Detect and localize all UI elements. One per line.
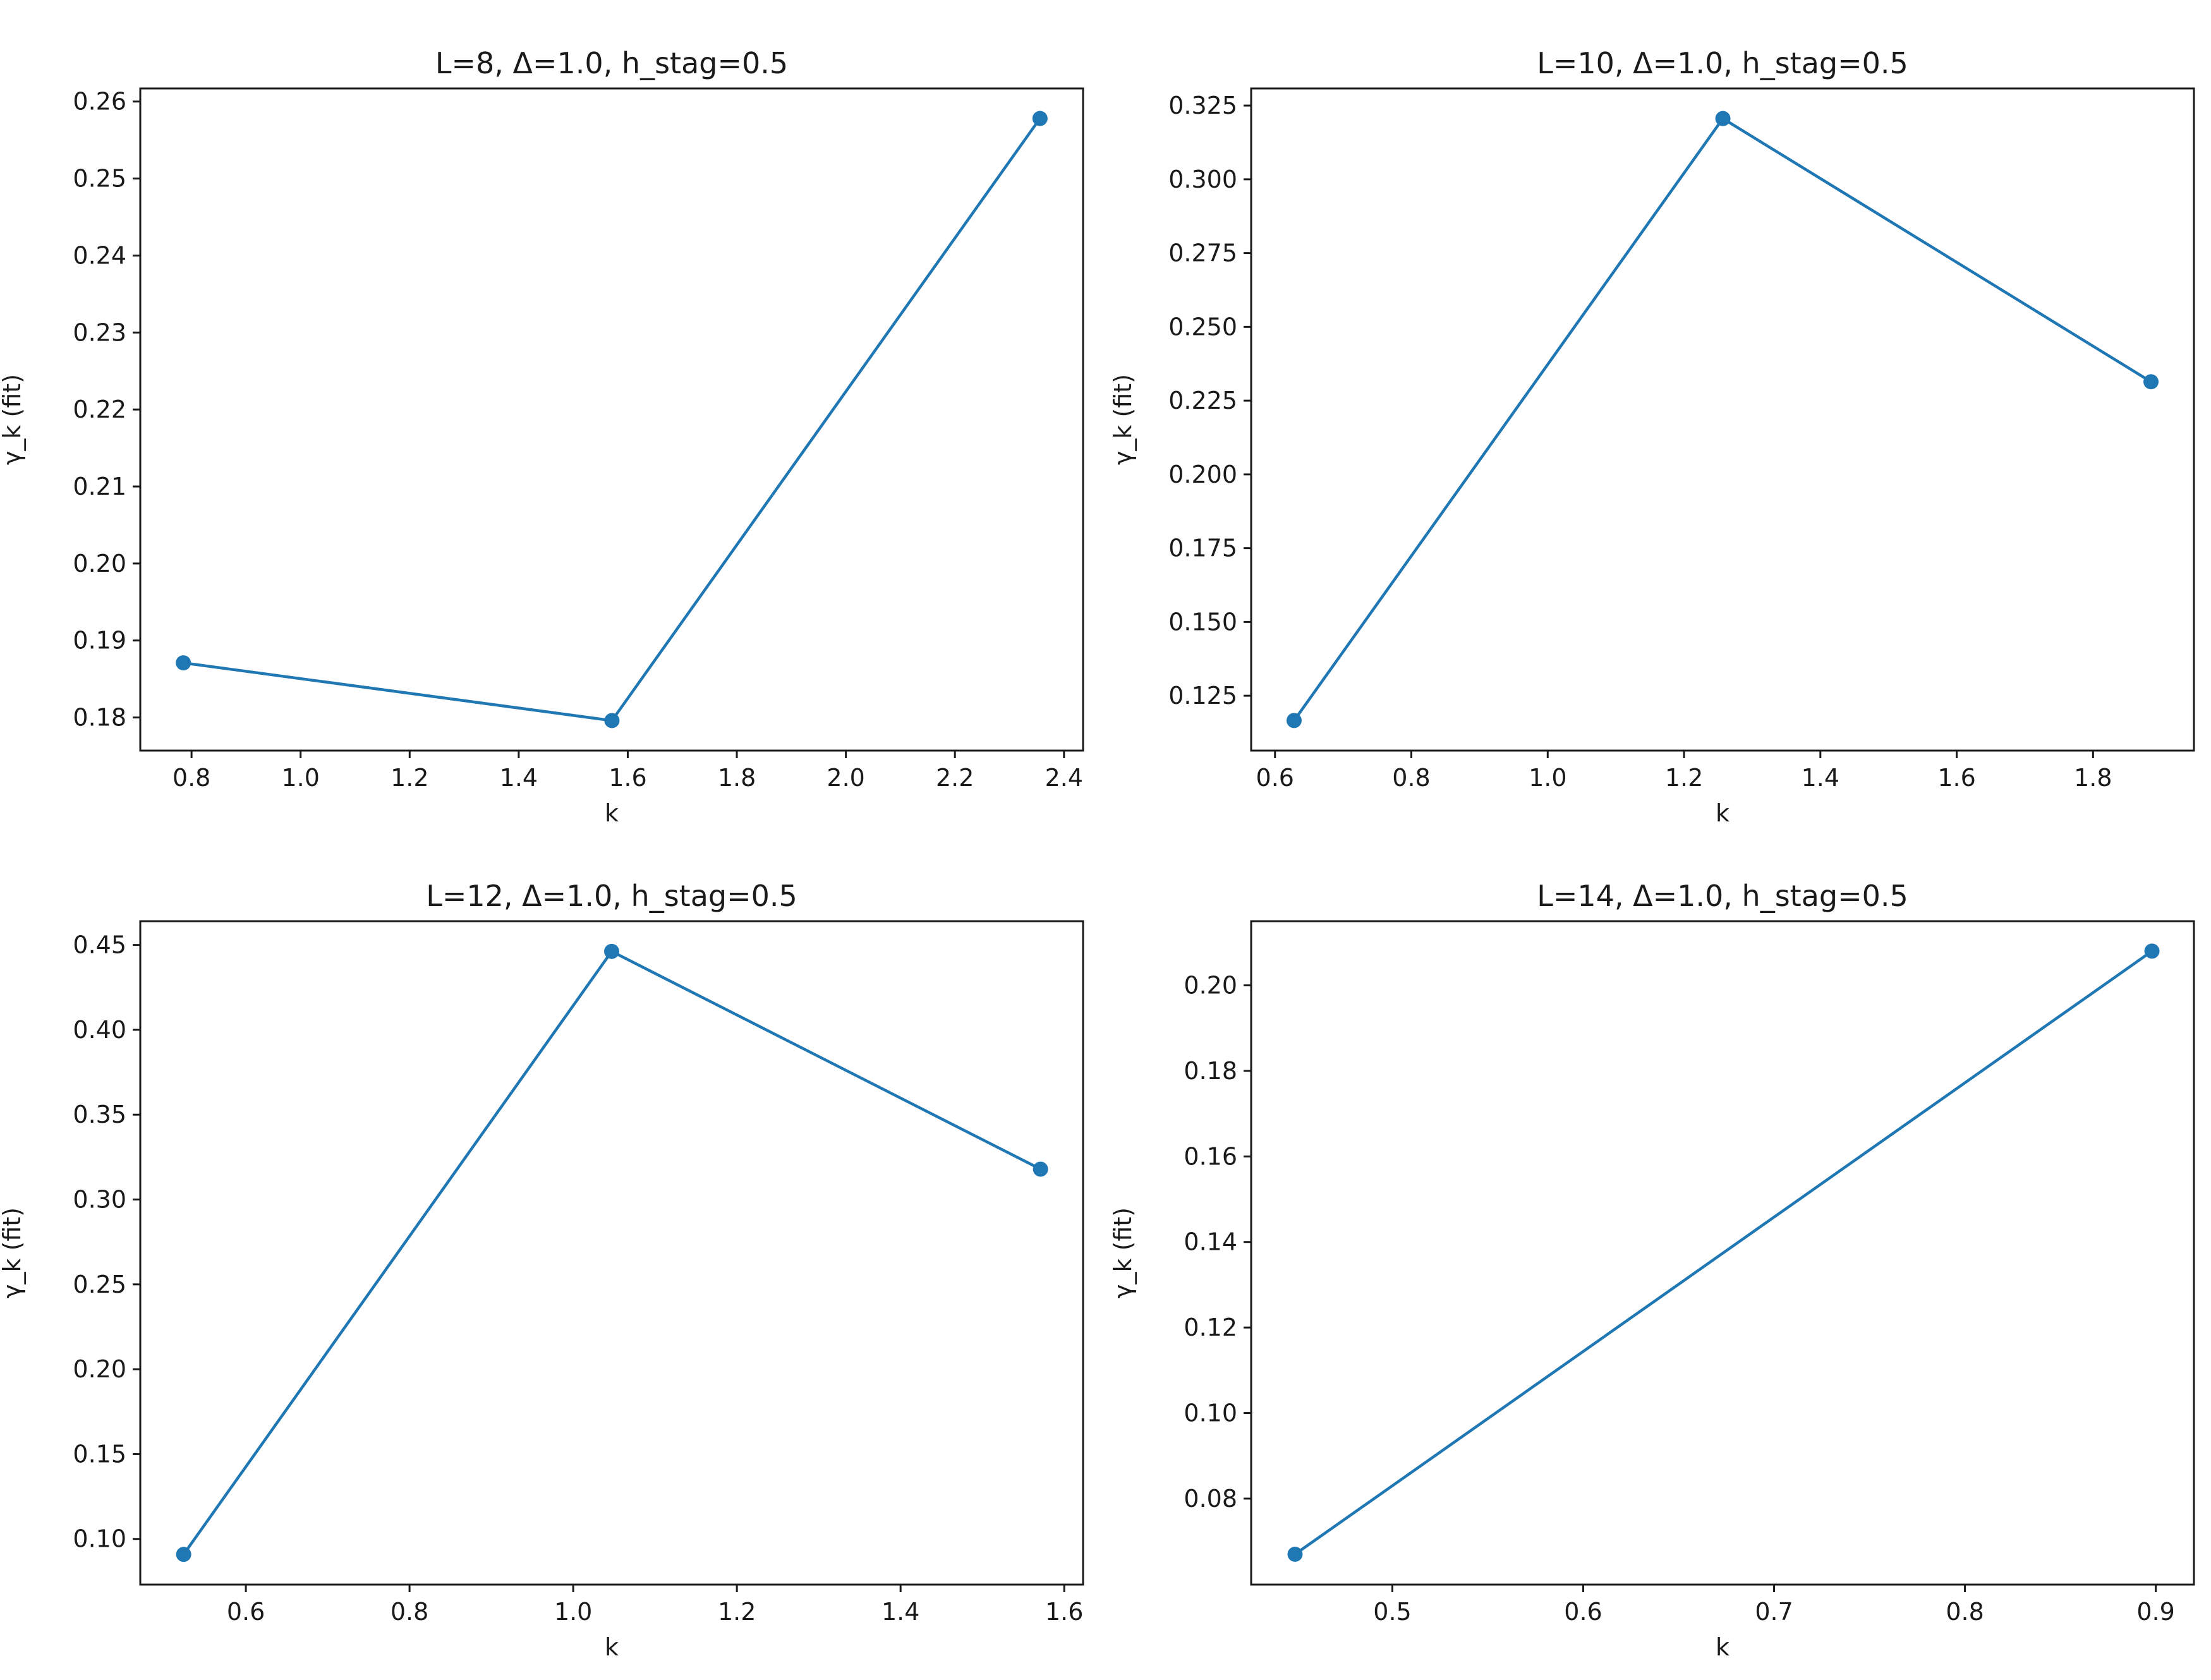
data-point-3 (2143, 374, 2159, 390)
y-tick-label-0-40: 0.40 (73, 1016, 126, 1044)
x-tick-label-1-6: 1.6 (609, 764, 646, 792)
y-tick-label-0-20: 0.20 (73, 1355, 126, 1383)
y-tick-label-0-200: 0.200 (1168, 461, 1237, 488)
y-tick-label-0-25: 0.25 (73, 165, 126, 193)
y-tick-label-0-150: 0.150 (1168, 608, 1237, 636)
plot-frame (1250, 920, 2195, 1586)
series-line (182, 950, 1042, 1556)
x-tick-label-1-0: 1.0 (1529, 764, 1566, 792)
plot-frame (1250, 87, 2195, 752)
x-tick-label-0-6: 0.6 (1564, 1598, 1602, 1626)
y-tick-label-0-35: 0.35 (73, 1101, 126, 1128)
data-point-2 (604, 713, 620, 728)
x-axis-label: k (1716, 1633, 1729, 1661)
y-tick-label-0-08: 0.08 (1184, 1485, 1237, 1513)
x-axis-label: k (605, 799, 619, 827)
y-tick-label-0-175: 0.175 (1168, 535, 1237, 562)
x-tick-label-1-4: 1.4 (1802, 764, 1839, 792)
x-tick-label-1-4: 1.4 (881, 1598, 919, 1626)
y-tick-label-0-18: 0.18 (1184, 1057, 1237, 1085)
y-tick-label-0-25: 0.25 (73, 1271, 126, 1298)
y-tick-label-0-30: 0.30 (73, 1186, 126, 1214)
data-point-1 (176, 1547, 191, 1562)
x-tick-label-1-4: 1.4 (500, 764, 538, 792)
data-point-3 (1033, 1161, 1048, 1177)
x-tick-label-0-8: 0.8 (173, 764, 210, 792)
y-tick-label-0-21: 0.21 (73, 473, 126, 500)
y-tick-label-0-275: 0.275 (1168, 239, 1237, 267)
subplot-l14: L=14, Δ=1.0, h_stag=0.5 0.5 0.6 0.7 0.8 0.9 0.… (1109, 879, 2195, 1661)
chart-title: L=14, Δ=1.0, h_stag=0.5 (1537, 879, 1908, 913)
y-tick-label-0-325: 0.325 (1168, 92, 1237, 119)
y-tick-label-0-14: 0.14 (1184, 1228, 1237, 1256)
y-tick-label-0-16: 0.16 (1184, 1142, 1237, 1170)
x-tick-label-0-9: 0.9 (2136, 1598, 2174, 1626)
x-tick-label-0-5: 0.5 (1373, 1598, 1411, 1626)
y-axis-label: γ_k (fit) (1109, 1207, 1137, 1298)
x-tick-label-0-8: 0.8 (1392, 764, 1430, 792)
data-point-2 (1715, 111, 1731, 126)
y-tick-label-0-20: 0.20 (73, 550, 126, 577)
y-tick-label-0-18: 0.18 (73, 704, 126, 732)
x-tick-label-0-6: 0.6 (1256, 764, 1294, 792)
y-tick-label-0-15: 0.15 (73, 1440, 126, 1468)
data-point-1 (176, 655, 191, 671)
series-line (1292, 117, 2153, 722)
data-point-2 (604, 943, 619, 959)
data-point-2 (2144, 943, 2160, 959)
series-line (1293, 950, 2153, 1556)
y-tick-label-0-24: 0.24 (73, 241, 126, 269)
x-tick-label-2-2: 2.2 (936, 764, 974, 792)
x-tick-label-1-6: 1.6 (1045, 1598, 1083, 1626)
subplot-l10: L=10, Δ=1.0, h_stag=0.5 0.6 0.8 1.0 1.2 1.4 1.… (1109, 46, 2195, 827)
chart-title: L=8, Δ=1.0, h_stag=0.5 (435, 46, 788, 80)
x-tick-label-1-8: 1.8 (2074, 764, 2112, 792)
x-tick-label-1-0: 1.0 (554, 1598, 592, 1626)
x-tick-label-0-7: 0.7 (1755, 1598, 1793, 1626)
subplot-l8: L=8, Δ=1.0, h_stag=0.5 0.8 1.0 1.2 1.4 1.6 1.8… (0, 46, 1084, 827)
series-line (181, 117, 1042, 722)
y-tick-label-0-12: 0.12 (1184, 1314, 1237, 1341)
x-tick-label-0-8: 0.8 (1946, 1598, 1984, 1626)
y-tick-label-0-125: 0.125 (1168, 682, 1237, 710)
chart-title: L=12, Δ=1.0, h_stag=0.5 (426, 879, 797, 913)
y-axis-label: γ_k (fit) (0, 374, 26, 465)
x-tick-label-2-0: 2.0 (827, 764, 864, 792)
plot-frame (139, 87, 1084, 752)
y-tick-label-0-19: 0.19 (73, 627, 126, 655)
x-tick-label-1-2: 1.2 (1665, 764, 1703, 792)
data-point-1 (1287, 1546, 1303, 1562)
x-tick-label-1-0: 1.0 (281, 764, 319, 792)
y-tick-label-0-23: 0.23 (73, 318, 126, 346)
y-axis-label: γ_k (fit) (0, 1207, 26, 1298)
plot-frame (139, 920, 1084, 1586)
y-tick-label-0-10: 0.10 (1184, 1399, 1237, 1427)
x-axis-label: k (1716, 799, 1729, 827)
subplot-l12: L=12, Δ=1.0, h_stag=0.5 0.6 0.8 1.0 1.2 1.4 1.… (0, 879, 1084, 1661)
x-tick-label-1-8: 1.8 (718, 764, 756, 792)
data-point-1 (1286, 713, 1302, 728)
y-tick-label-0-225: 0.225 (1168, 387, 1237, 414)
x-tick-label-1-2: 1.2 (718, 1598, 756, 1626)
y-tick-label-0-20: 0.20 (1184, 972, 1237, 1000)
x-tick-label-2-4: 2.4 (1045, 764, 1083, 792)
x-tick-label-0-8: 0.8 (391, 1598, 428, 1626)
chart-title: L=10, Δ=1.0, h_stag=0.5 (1537, 46, 1908, 80)
y-axis-label: γ_k (fit) (1109, 374, 1137, 465)
x-axis-label: k (605, 1633, 619, 1661)
x-tick-label-1-2: 1.2 (391, 764, 428, 792)
y-tick-label-0-45: 0.45 (73, 931, 126, 959)
y-tick-label-0-22: 0.22 (73, 396, 126, 423)
y-tick-label-0-26: 0.26 (73, 88, 126, 116)
x-tick-label-1-6: 1.6 (1937, 764, 1975, 792)
data-point-3 (1032, 111, 1048, 126)
y-tick-label-0-300: 0.300 (1168, 166, 1237, 193)
x-tick-label-0-6: 0.6 (227, 1598, 265, 1626)
y-tick-label-0-10: 0.10 (73, 1525, 126, 1553)
y-tick-label-0-250: 0.250 (1168, 313, 1237, 341)
